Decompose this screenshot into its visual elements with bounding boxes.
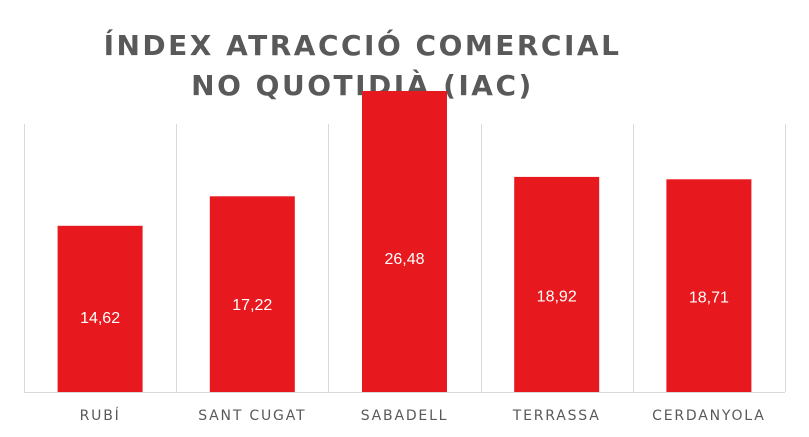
category-label-2: SABADELL xyxy=(361,408,449,424)
category-label-4: CERDANYOLA xyxy=(652,408,765,424)
bar-1 xyxy=(209,196,295,392)
chart-title-line-1: ÍNDEX ATRACCIÓ COMERCIAL xyxy=(103,29,622,62)
data-label-2: 26,48 xyxy=(384,251,424,268)
bar-2 xyxy=(362,91,447,392)
category-label-0: RUBÍ xyxy=(80,407,121,424)
bar-4 xyxy=(666,179,752,392)
data-label-1: 17,22 xyxy=(232,297,272,314)
chart-title-line-2: NO QUOTIDIÀ (IAC) xyxy=(191,69,534,102)
data-label-3: 18,92 xyxy=(537,289,577,306)
data-label-0: 14,62 xyxy=(80,310,120,327)
category-label-3: TERRASSA xyxy=(512,408,601,424)
category-label-1: SANT CUGAT xyxy=(198,408,306,424)
bar-0 xyxy=(57,225,143,392)
bar-3 xyxy=(514,176,600,392)
data-label-4: 18,71 xyxy=(689,290,729,307)
